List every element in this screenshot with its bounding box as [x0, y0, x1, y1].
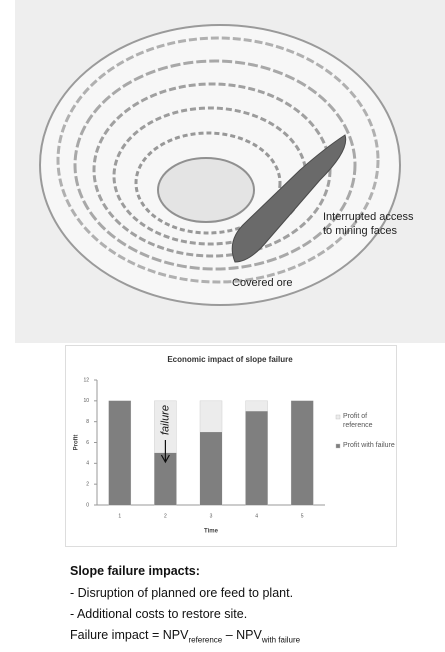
y-axis-label: Profit — [74, 435, 80, 451]
y-tick-label: 0 — [86, 502, 89, 508]
x-tick-label: 2 — [164, 513, 167, 519]
formula-text: – NPV — [222, 628, 262, 642]
formula-text: Failure impact = NPV — [70, 628, 188, 642]
y-tick-label: 6 — [86, 440, 89, 446]
page: Interrupted accessto mining faces Covere… — [0, 0, 445, 652]
annotation: failure — [159, 405, 171, 435]
legend-label: Profit of reference — [343, 412, 395, 430]
bar — [246, 411, 268, 505]
x-tick-label: 5 — [301, 513, 304, 519]
x-tick-label: 4 — [255, 513, 258, 519]
formula-sub: with failure — [262, 636, 300, 645]
chart: Economic impact of slope failure Profit Ti… — [0, 0, 445, 652]
formula: Failure impact = NPVreference – NPVwith … — [70, 628, 300, 645]
legend-label: Profit with failure — [343, 441, 395, 450]
bar — [200, 432, 222, 505]
x-axis-label: Time — [204, 529, 219, 535]
y-tick-label: 2 — [86, 481, 89, 487]
y-tick-label: 12 — [83, 377, 89, 383]
bar — [109, 401, 131, 505]
bullet: - Additional costs to restore site. — [70, 607, 247, 621]
y-tick-label: 8 — [86, 419, 89, 425]
x-tick-label: 1 — [118, 513, 121, 519]
y-tick-label: 10 — [83, 398, 89, 404]
y-tick-label: 4 — [86, 461, 89, 467]
chart-title: Economic impact of slope failure — [167, 355, 293, 364]
bar — [291, 401, 313, 505]
formula-sub: reference — [188, 636, 222, 645]
heading: Slope failure impacts: — [70, 564, 200, 578]
legend-swatch — [336, 415, 340, 419]
bullet: - Disruption of planned ore feed to plan… — [70, 586, 293, 600]
x-tick-label: 3 — [210, 513, 213, 519]
legend-swatch — [336, 444, 340, 448]
